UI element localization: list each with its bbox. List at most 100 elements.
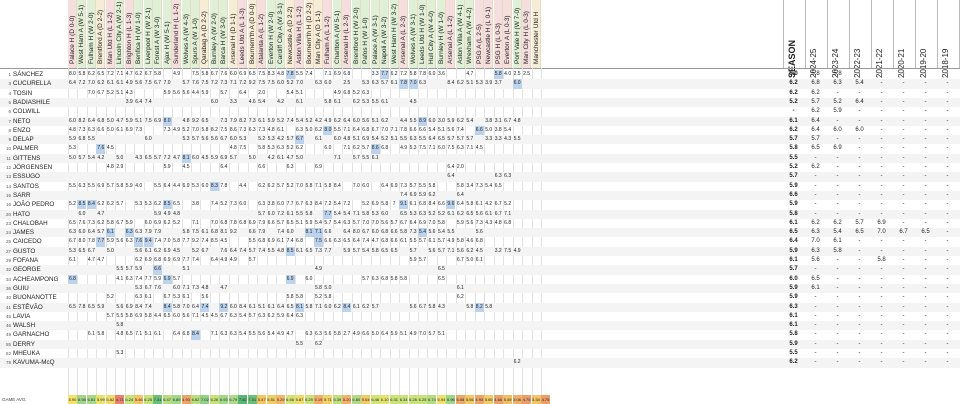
match-rating: 6.1 xyxy=(296,247,303,254)
game-average-value: 6.10 xyxy=(380,395,390,404)
match-rating: 6.5 xyxy=(390,247,398,254)
match-rating: 8.2 xyxy=(78,117,86,124)
match-rating: 6.0 xyxy=(324,80,332,87)
player-row: 49 GARNACHO 6.1 5.8 4.8 6.5 7.1 5.1 6.1 6.4 6.8 8.4… xyxy=(0,330,960,340)
match-rating: 6.3 xyxy=(419,80,426,87)
match-rating: 7.1 xyxy=(191,312,199,319)
fixture-header-6: Brighton H (L 1-3) xyxy=(124,0,134,68)
past-season-rating: - xyxy=(902,145,905,152)
match-rating: 6.9 xyxy=(239,71,247,77)
match-rating: 7.4 xyxy=(239,247,247,254)
match-rating: 8.6 xyxy=(370,144,380,154)
match-rating: 5.1 xyxy=(352,136,360,143)
match-rating: 5.9 xyxy=(125,182,133,189)
match-rating: 4.8 xyxy=(277,247,285,254)
fixture-header-5: Lincoln City A (W 2-1) xyxy=(115,0,125,68)
match-rating: 6.9 xyxy=(125,303,133,310)
match-rating: 7.7 xyxy=(380,70,390,80)
fixture-header-0: Palace H (D 0-0) xyxy=(68,0,77,68)
match-rating: 6.2 xyxy=(97,80,105,87)
match-rating: 5.8 xyxy=(428,182,436,189)
match-rating: 6.8 xyxy=(296,238,303,245)
past-season-rating: - xyxy=(902,340,905,347)
match-rating: 6.7 xyxy=(504,117,512,124)
match-rating: 7.7 xyxy=(144,275,152,282)
match-rating: 5.8 xyxy=(390,275,398,282)
match-rating: 6.8 xyxy=(97,117,105,124)
past-season-rating: - xyxy=(946,210,949,217)
match-rating: 8.2 xyxy=(239,117,247,124)
game-average-value: 6.47 xyxy=(162,395,172,404)
match-rating: 6.9 xyxy=(135,312,143,319)
match-rating: 4.8 xyxy=(277,71,285,77)
match-rating: 6.7 xyxy=(87,247,95,254)
season-rating: 5.8 xyxy=(789,145,798,152)
match-rating: 5.2 xyxy=(428,210,436,217)
past-season-rating: - xyxy=(836,257,839,263)
past-season-rating: - xyxy=(902,201,905,208)
game-average-value: 5.06 xyxy=(512,395,522,404)
past-season-rating: - xyxy=(880,238,883,245)
match-rating: 7.8 xyxy=(400,126,408,133)
past-season-rating: 7.0 xyxy=(877,229,886,236)
past-season-rating: - xyxy=(880,191,883,198)
match-rating: 3.9 xyxy=(125,98,133,105)
match-rating: 6.3 xyxy=(220,331,228,338)
match-rating: 5.8 xyxy=(324,98,332,105)
season-rating: 5.5 xyxy=(789,350,798,356)
player-number: 25 xyxy=(5,239,11,245)
match-rating: 6.0 xyxy=(352,117,360,124)
past-season-rating: - xyxy=(902,266,905,273)
match-rating: 6.4 xyxy=(286,312,294,319)
player-name: BUONANOTTE xyxy=(13,294,57,302)
match-rating: 5.8 xyxy=(201,71,209,77)
past-season-rating: 6.5 xyxy=(811,145,820,152)
past-season-rating: - xyxy=(924,312,927,319)
match-rating: 6.6 xyxy=(474,125,484,136)
season-rating: 5.9 xyxy=(789,247,798,254)
match-rating: 4.0 xyxy=(504,71,512,77)
game-average-value: 6.96 xyxy=(446,395,456,404)
past-season-rating: - xyxy=(924,257,927,263)
match-rating: 6.0 xyxy=(305,275,313,282)
match-rating: 5.5 xyxy=(116,266,124,273)
match-rating: 6.4 xyxy=(381,331,389,338)
past-season-rating: - xyxy=(858,312,861,319)
match-rating: 6.4 xyxy=(409,219,417,226)
match-rating: 4.9 xyxy=(163,210,171,217)
past-season-rating: - xyxy=(836,89,839,96)
match-rating: 5.9 xyxy=(97,303,105,310)
match-rating: 5.0 xyxy=(296,154,303,161)
match-rating: 7.1 xyxy=(324,71,332,77)
match-rating: 7.6 xyxy=(78,219,86,226)
match-rating: 3.6 xyxy=(437,71,445,77)
match-rating: 6.3 xyxy=(409,136,417,143)
match-rating: 6.6 xyxy=(362,331,370,338)
match-rating: 8.4 xyxy=(314,201,322,208)
match-rating: 7.5 xyxy=(447,145,455,152)
player-number: 24 xyxy=(5,230,11,236)
match-rating: 6.6 xyxy=(267,219,275,226)
match-rating: 6.8 xyxy=(504,219,512,226)
past-season-rating: 5.8 xyxy=(877,257,886,263)
match-rating: 7.1 xyxy=(343,126,351,133)
match-rating: 7.5 xyxy=(267,80,275,87)
match-rating: 5.2 xyxy=(286,80,294,87)
match-rating: 5.3 xyxy=(116,350,124,356)
match-rating: 6.9 xyxy=(371,201,379,208)
match-rating: 5.4 xyxy=(437,229,445,236)
match-rating: 6.2 xyxy=(135,257,143,263)
match-rating: 8.5 xyxy=(285,246,295,256)
match-rating: 3.8 xyxy=(494,126,502,133)
past-season-rating: - xyxy=(836,303,839,310)
match-rating: 6.2 xyxy=(97,219,105,226)
match-rating: 7.4 xyxy=(144,303,152,310)
match-rating: 6.2 xyxy=(267,312,275,319)
match-rating: 5.9 xyxy=(305,219,313,226)
match-rating: 6.1 xyxy=(87,331,95,338)
player-name: SANTOS xyxy=(13,182,39,190)
match-rating: 6.3 xyxy=(371,80,379,87)
match-rating: 5.9 xyxy=(456,219,464,226)
match-rating: 5.2 xyxy=(352,89,360,96)
season-rating: 6.0 xyxy=(789,275,798,282)
